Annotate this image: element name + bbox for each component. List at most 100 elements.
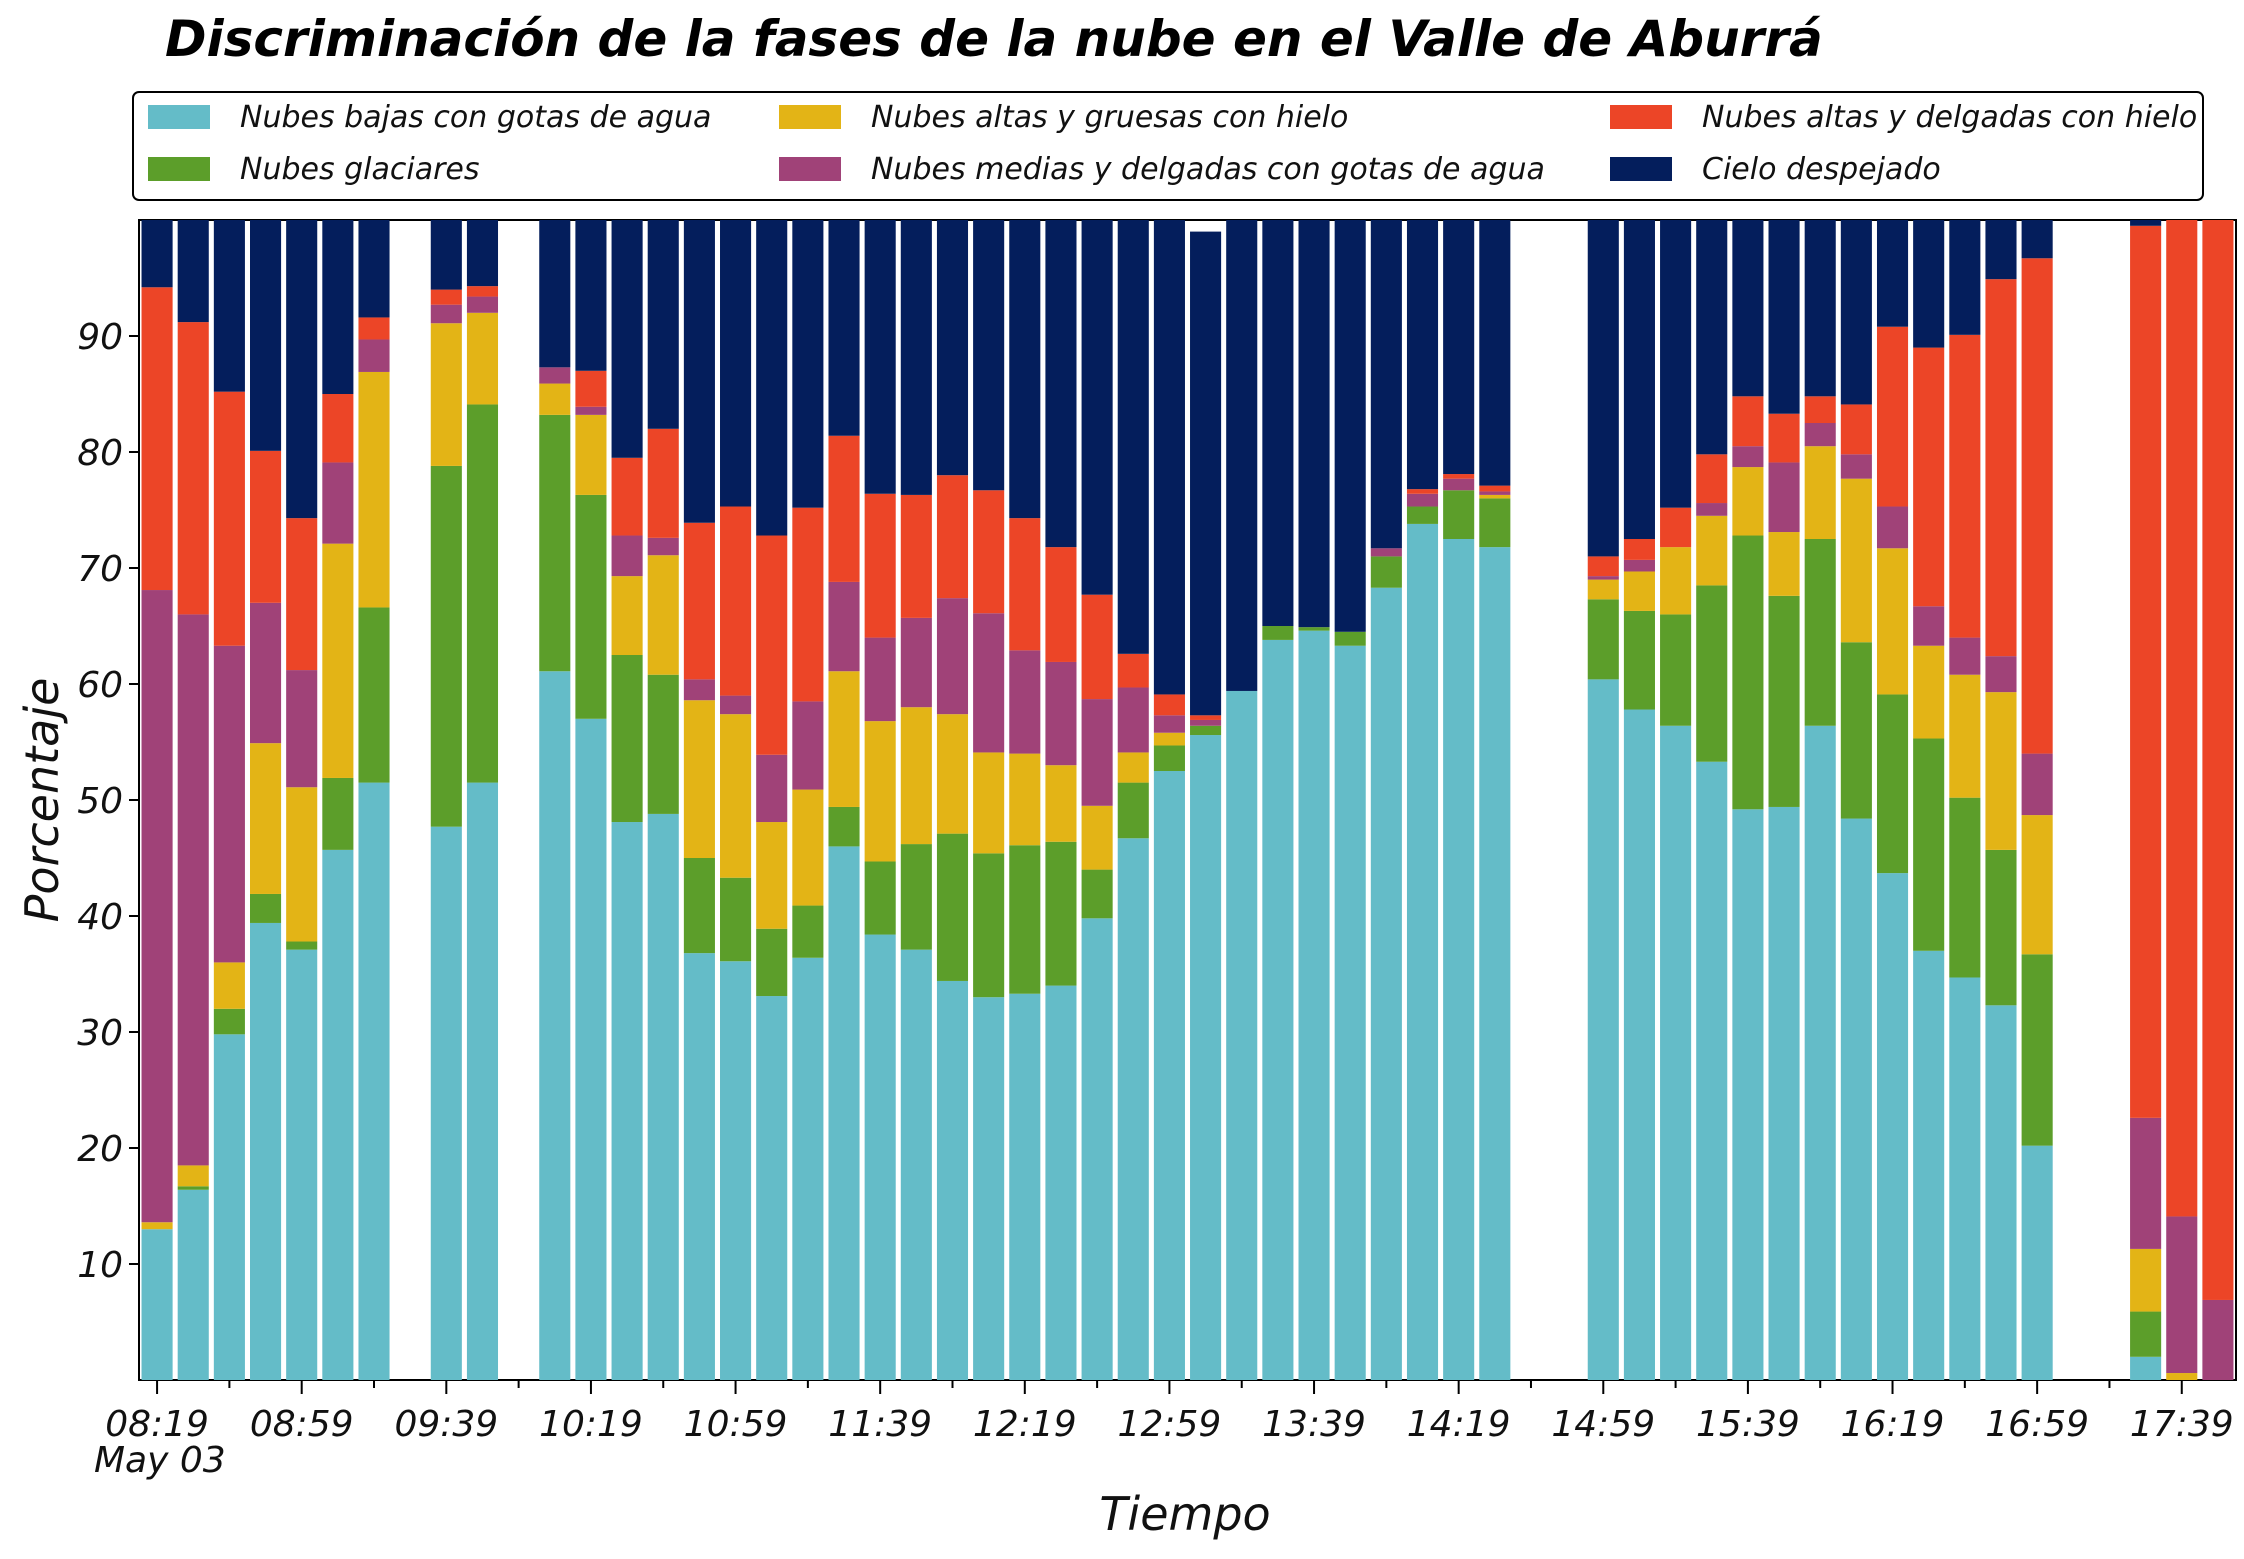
legend-swatch [779, 157, 841, 181]
bar-segment [2130, 220, 2162, 226]
bar-segment [1876, 506, 1909, 549]
bar-segment [1153, 715, 1185, 733]
bar-segment [936, 220, 969, 476]
bar-segment [936, 598, 969, 715]
y-axis-label: Porcentaje [15, 678, 69, 923]
bar-segment [575, 494, 607, 719]
bar-segment [466, 312, 499, 405]
bar-segment [177, 1165, 209, 1187]
bar-segment [973, 997, 1005, 1380]
legend-entry: Nubes altas y delgadas con hielo [1702, 100, 2197, 135]
legend-frame [132, 91, 2204, 201]
bar-segment [1985, 849, 2017, 1006]
bar-segment [1985, 1005, 2017, 1380]
bar-segment [2130, 1117, 2162, 1249]
legend-swatch [148, 105, 210, 129]
bar-segment [430, 220, 462, 290]
x-axis: 08:19 08:59 09:39 10:19 10:59 11:39 12:19 12:59… [105, 1380, 2234, 1445]
x-tick-label: 12:19 [973, 1404, 1077, 1445]
bar-segment [611, 655, 643, 823]
bar-segment [756, 822, 788, 929]
bar-segment [141, 1222, 173, 1230]
bar-segment [1587, 679, 1619, 1380]
bar-segment [720, 877, 752, 962]
bar-segment [900, 949, 932, 1380]
bar-segment [1334, 631, 1366, 646]
bar-segment [1479, 547, 1511, 1380]
bar-segment [141, 1229, 173, 1380]
bar-segment [358, 782, 390, 1380]
bar-segment [1985, 220, 2017, 280]
bar-segment [1443, 220, 1475, 475]
bar-segment [611, 822, 643, 1380]
bar-segment [1190, 231, 1222, 716]
bar-segment [177, 1189, 209, 1380]
bar-segment [647, 674, 679, 814]
bar-segment [792, 220, 824, 508]
bar-segment [1623, 220, 1655, 539]
bar-segment [1153, 220, 1185, 695]
bar-segment [1696, 761, 1728, 1380]
bar-segment [1587, 556, 1619, 577]
bar-segment [1623, 539, 1655, 560]
bar-segment [1045, 765, 1077, 842]
bar-segment [647, 813, 679, 1380]
bar-segment [1913, 738, 1945, 951]
bar-segment [792, 957, 824, 1380]
bar-segment [683, 522, 715, 680]
bar-segment [466, 286, 499, 297]
bar-segment [1913, 645, 1945, 739]
legend-swatch [1610, 105, 1672, 129]
bar-segment [250, 922, 282, 1380]
bar-segment [430, 465, 462, 827]
bar-segment [1587, 599, 1619, 680]
bar-segment [2021, 220, 2053, 259]
bar-segment [1840, 642, 1872, 819]
bar-segment [683, 953, 715, 1380]
bar-segment [1732, 446, 1764, 468]
bar-segment [1153, 694, 1185, 716]
bar-segment [1190, 735, 1222, 1380]
bar-segment [647, 537, 679, 556]
bar-segment [1696, 515, 1728, 586]
bar-segment [430, 826, 462, 1380]
x-axis-label: Tiempo [1099, 1487, 1270, 1541]
bar-segment [213, 1008, 245, 1035]
bar-segment [2202, 220, 2234, 1300]
bar-segment [575, 370, 607, 407]
legend-entry: Nubes medias y delgadas con gotas de agu… [871, 152, 1545, 187]
legend-swatch [148, 157, 210, 181]
bar-segment [1009, 753, 1041, 846]
bar-segment [756, 220, 788, 536]
bar-segment [1117, 838, 1149, 1380]
bar-segment [1262, 626, 1294, 640]
bar-segment [2202, 1299, 2234, 1380]
bar-segment [141, 287, 173, 591]
bar-segment [1840, 454, 1872, 479]
bar-segment [647, 428, 679, 538]
bar-segment [322, 462, 354, 544]
bar-segment [1045, 841, 1077, 986]
bar-segment [1913, 606, 1945, 646]
y-tick-label: 70 [77, 549, 123, 590]
bar-segment [250, 893, 282, 923]
bar-segment [177, 614, 209, 1166]
x-tick-label: 12:59 [1118, 1404, 1222, 1445]
y-axis: 10 20 30 40 50 60 70 80 90 [77, 317, 139, 1286]
x-tick-label: 10:19 [539, 1404, 643, 1445]
bar-segment [864, 637, 896, 722]
bar-segment [1804, 423, 1836, 447]
legend-swatch [779, 105, 841, 129]
bar-segment [1298, 627, 1330, 631]
x-tick-label: 14:19 [1407, 1404, 1511, 1445]
bar-segment [973, 853, 1005, 998]
bar-segment [1876, 873, 1909, 1380]
bar-segment [683, 700, 715, 858]
bar-segment [250, 220, 282, 451]
bar-segment [1334, 645, 1366, 1380]
bar-segment [1334, 220, 1366, 632]
bar-segment [2166, 1216, 2198, 1374]
bar-segment [1009, 220, 1041, 519]
bar-segment [1913, 950, 1945, 1380]
